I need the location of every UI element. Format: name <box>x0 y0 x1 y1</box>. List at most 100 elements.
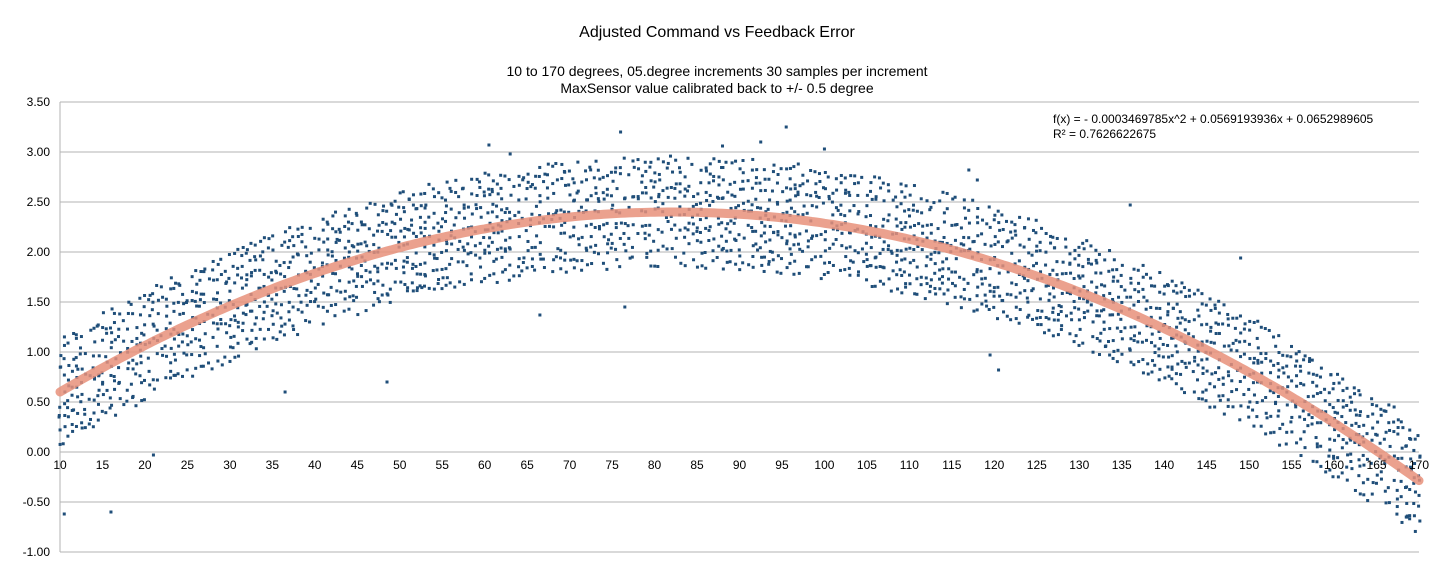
data-point <box>1405 485 1409 489</box>
data-point <box>1056 333 1060 337</box>
data-point <box>219 273 223 277</box>
data-point <box>1153 363 1157 367</box>
data-point <box>724 160 728 164</box>
data-point <box>1276 362 1280 366</box>
data-point <box>507 278 511 282</box>
data-point <box>728 260 732 264</box>
data-point <box>360 223 364 227</box>
data-point <box>792 165 796 169</box>
data-point <box>1331 387 1335 391</box>
data-point <box>1327 391 1331 395</box>
data-point <box>696 192 700 196</box>
data-point <box>618 166 622 170</box>
data-point <box>648 165 652 169</box>
data-point <box>335 289 339 293</box>
data-point <box>1052 295 1056 299</box>
data-point <box>241 321 245 325</box>
data-point <box>1018 243 1022 247</box>
data-point <box>585 263 589 267</box>
data-point <box>1217 331 1221 335</box>
data-point <box>469 272 473 276</box>
data-point <box>1137 290 1141 294</box>
data-point <box>941 190 945 194</box>
data-point <box>683 235 687 239</box>
data-point <box>1086 298 1090 302</box>
data-point <box>1303 417 1307 421</box>
data-point <box>1048 292 1052 296</box>
y-gridlines <box>59 101 1419 553</box>
data-point <box>827 194 831 198</box>
data-point <box>236 247 240 251</box>
data-point <box>1200 397 1204 401</box>
data-point <box>1107 269 1111 273</box>
data-point <box>444 283 448 287</box>
data-point <box>1400 520 1404 524</box>
data-point <box>267 237 271 241</box>
data-point <box>754 181 758 185</box>
data-point <box>148 383 152 387</box>
data-point <box>823 170 827 174</box>
data-point <box>1319 464 1323 468</box>
data-point <box>921 224 925 228</box>
data-point <box>1302 383 1306 387</box>
data-point <box>589 235 593 239</box>
data-point <box>184 300 188 304</box>
data-point <box>1259 352 1263 356</box>
data-point <box>444 249 448 253</box>
data-point <box>853 249 857 253</box>
data-point <box>1392 420 1396 424</box>
data-point <box>870 197 874 201</box>
data-point <box>427 215 431 219</box>
data-point <box>771 258 775 262</box>
data-point <box>402 271 406 275</box>
data-point <box>732 221 736 225</box>
data-point <box>1299 454 1303 458</box>
data-point <box>368 278 372 282</box>
data-point <box>1274 344 1278 348</box>
data-point <box>288 260 292 264</box>
data-point <box>758 181 762 185</box>
data-point <box>831 263 835 267</box>
data-point <box>445 276 449 280</box>
data-point <box>109 373 113 377</box>
data-point <box>1141 358 1145 362</box>
data-point <box>821 201 825 205</box>
data-point <box>1073 248 1077 252</box>
data-point <box>365 206 369 210</box>
data-point <box>512 274 516 278</box>
data-point <box>912 203 916 207</box>
data-point <box>1396 426 1400 430</box>
data-point <box>105 331 109 335</box>
data-point <box>1132 334 1136 338</box>
data-point <box>356 274 360 278</box>
data-point <box>1331 475 1335 479</box>
data-point <box>245 337 249 341</box>
data-point <box>517 265 521 269</box>
data-point <box>572 198 576 202</box>
data-point <box>904 285 908 289</box>
data-point <box>942 220 946 224</box>
data-point <box>1141 275 1145 279</box>
data-point <box>588 165 592 169</box>
data-point <box>563 258 567 262</box>
data-point <box>309 300 313 304</box>
data-point <box>1157 347 1161 351</box>
data-point <box>96 394 100 398</box>
data-point <box>900 273 904 277</box>
data-point <box>1396 457 1400 461</box>
data-point <box>203 332 207 336</box>
data-point <box>1208 405 1212 409</box>
data-point <box>946 288 950 292</box>
data-point <box>202 270 206 274</box>
data-point <box>1233 326 1237 330</box>
data-point <box>717 175 721 179</box>
data-point <box>1340 446 1344 450</box>
data-point <box>572 257 576 261</box>
data-point <box>1132 267 1136 271</box>
data-point <box>440 217 444 221</box>
data-point <box>492 259 496 263</box>
data-point <box>815 194 819 198</box>
data-point <box>798 232 802 236</box>
data-point <box>698 201 702 205</box>
data-point <box>798 247 802 251</box>
